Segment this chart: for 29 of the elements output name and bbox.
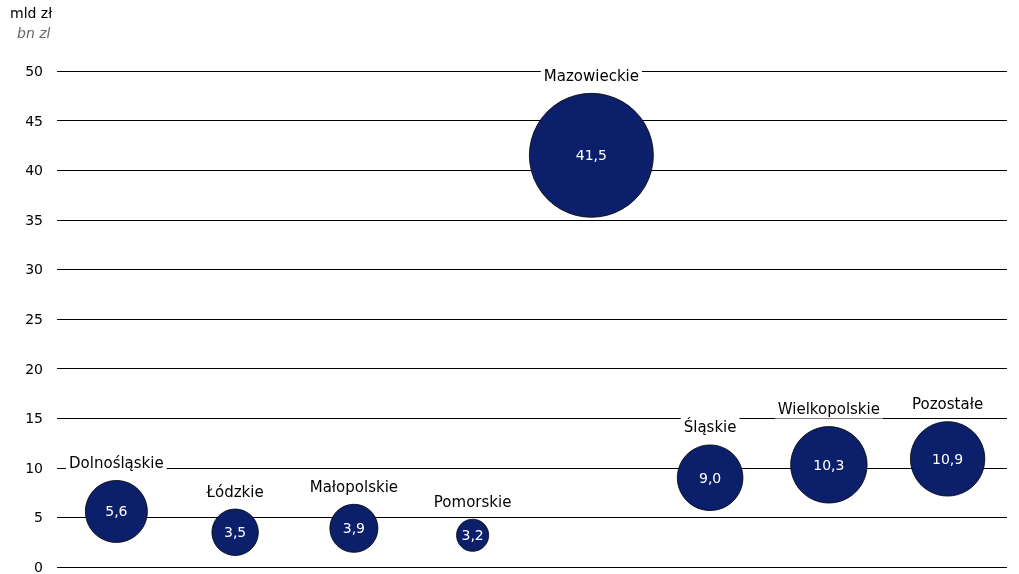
y-tick-label: 20 xyxy=(25,360,43,377)
y-tick-label: 45 xyxy=(25,112,43,129)
x-tick-label: Pomorskie xyxy=(433,492,512,511)
data-label: 3,5 xyxy=(223,524,247,541)
x-tick-label: Wielkopolskie xyxy=(777,400,880,419)
text: bn zl xyxy=(17,25,51,41)
y-tick-label: 50 xyxy=(25,63,43,79)
data-label: 10,9 xyxy=(932,450,964,467)
y-axis-title: mld zł xyxy=(10,5,53,21)
y-tick-label: 25 xyxy=(25,311,43,327)
data-label: 3,2 xyxy=(461,527,484,544)
x-tick-label: Dolnośląskie xyxy=(69,453,164,472)
data-label: 3,9 xyxy=(342,520,366,537)
y-tick-label: 35 xyxy=(25,211,43,228)
x-tick-label: Pozostałe xyxy=(912,395,984,414)
y-tick-label: 40 xyxy=(25,162,43,179)
y-tick-label: 10 xyxy=(25,459,43,476)
data-label: 10,3 xyxy=(813,456,845,473)
y-tick-label: 15 xyxy=(25,410,43,427)
y-tick-label: 0 xyxy=(34,559,43,574)
x-tick-label: Śląskie xyxy=(683,417,737,437)
data-label: 9,0 xyxy=(698,469,722,486)
y-tick-label: 5 xyxy=(34,509,43,526)
data-label: 5,6 xyxy=(105,503,128,520)
data-label: 41,5 xyxy=(575,147,607,164)
x-tick-label: Łódzkie xyxy=(205,482,264,501)
x-tick-label: Mazowieckie xyxy=(543,66,639,85)
y-tick-label: 30 xyxy=(25,261,43,278)
x-tick-label: Małopolskie xyxy=(309,477,399,496)
